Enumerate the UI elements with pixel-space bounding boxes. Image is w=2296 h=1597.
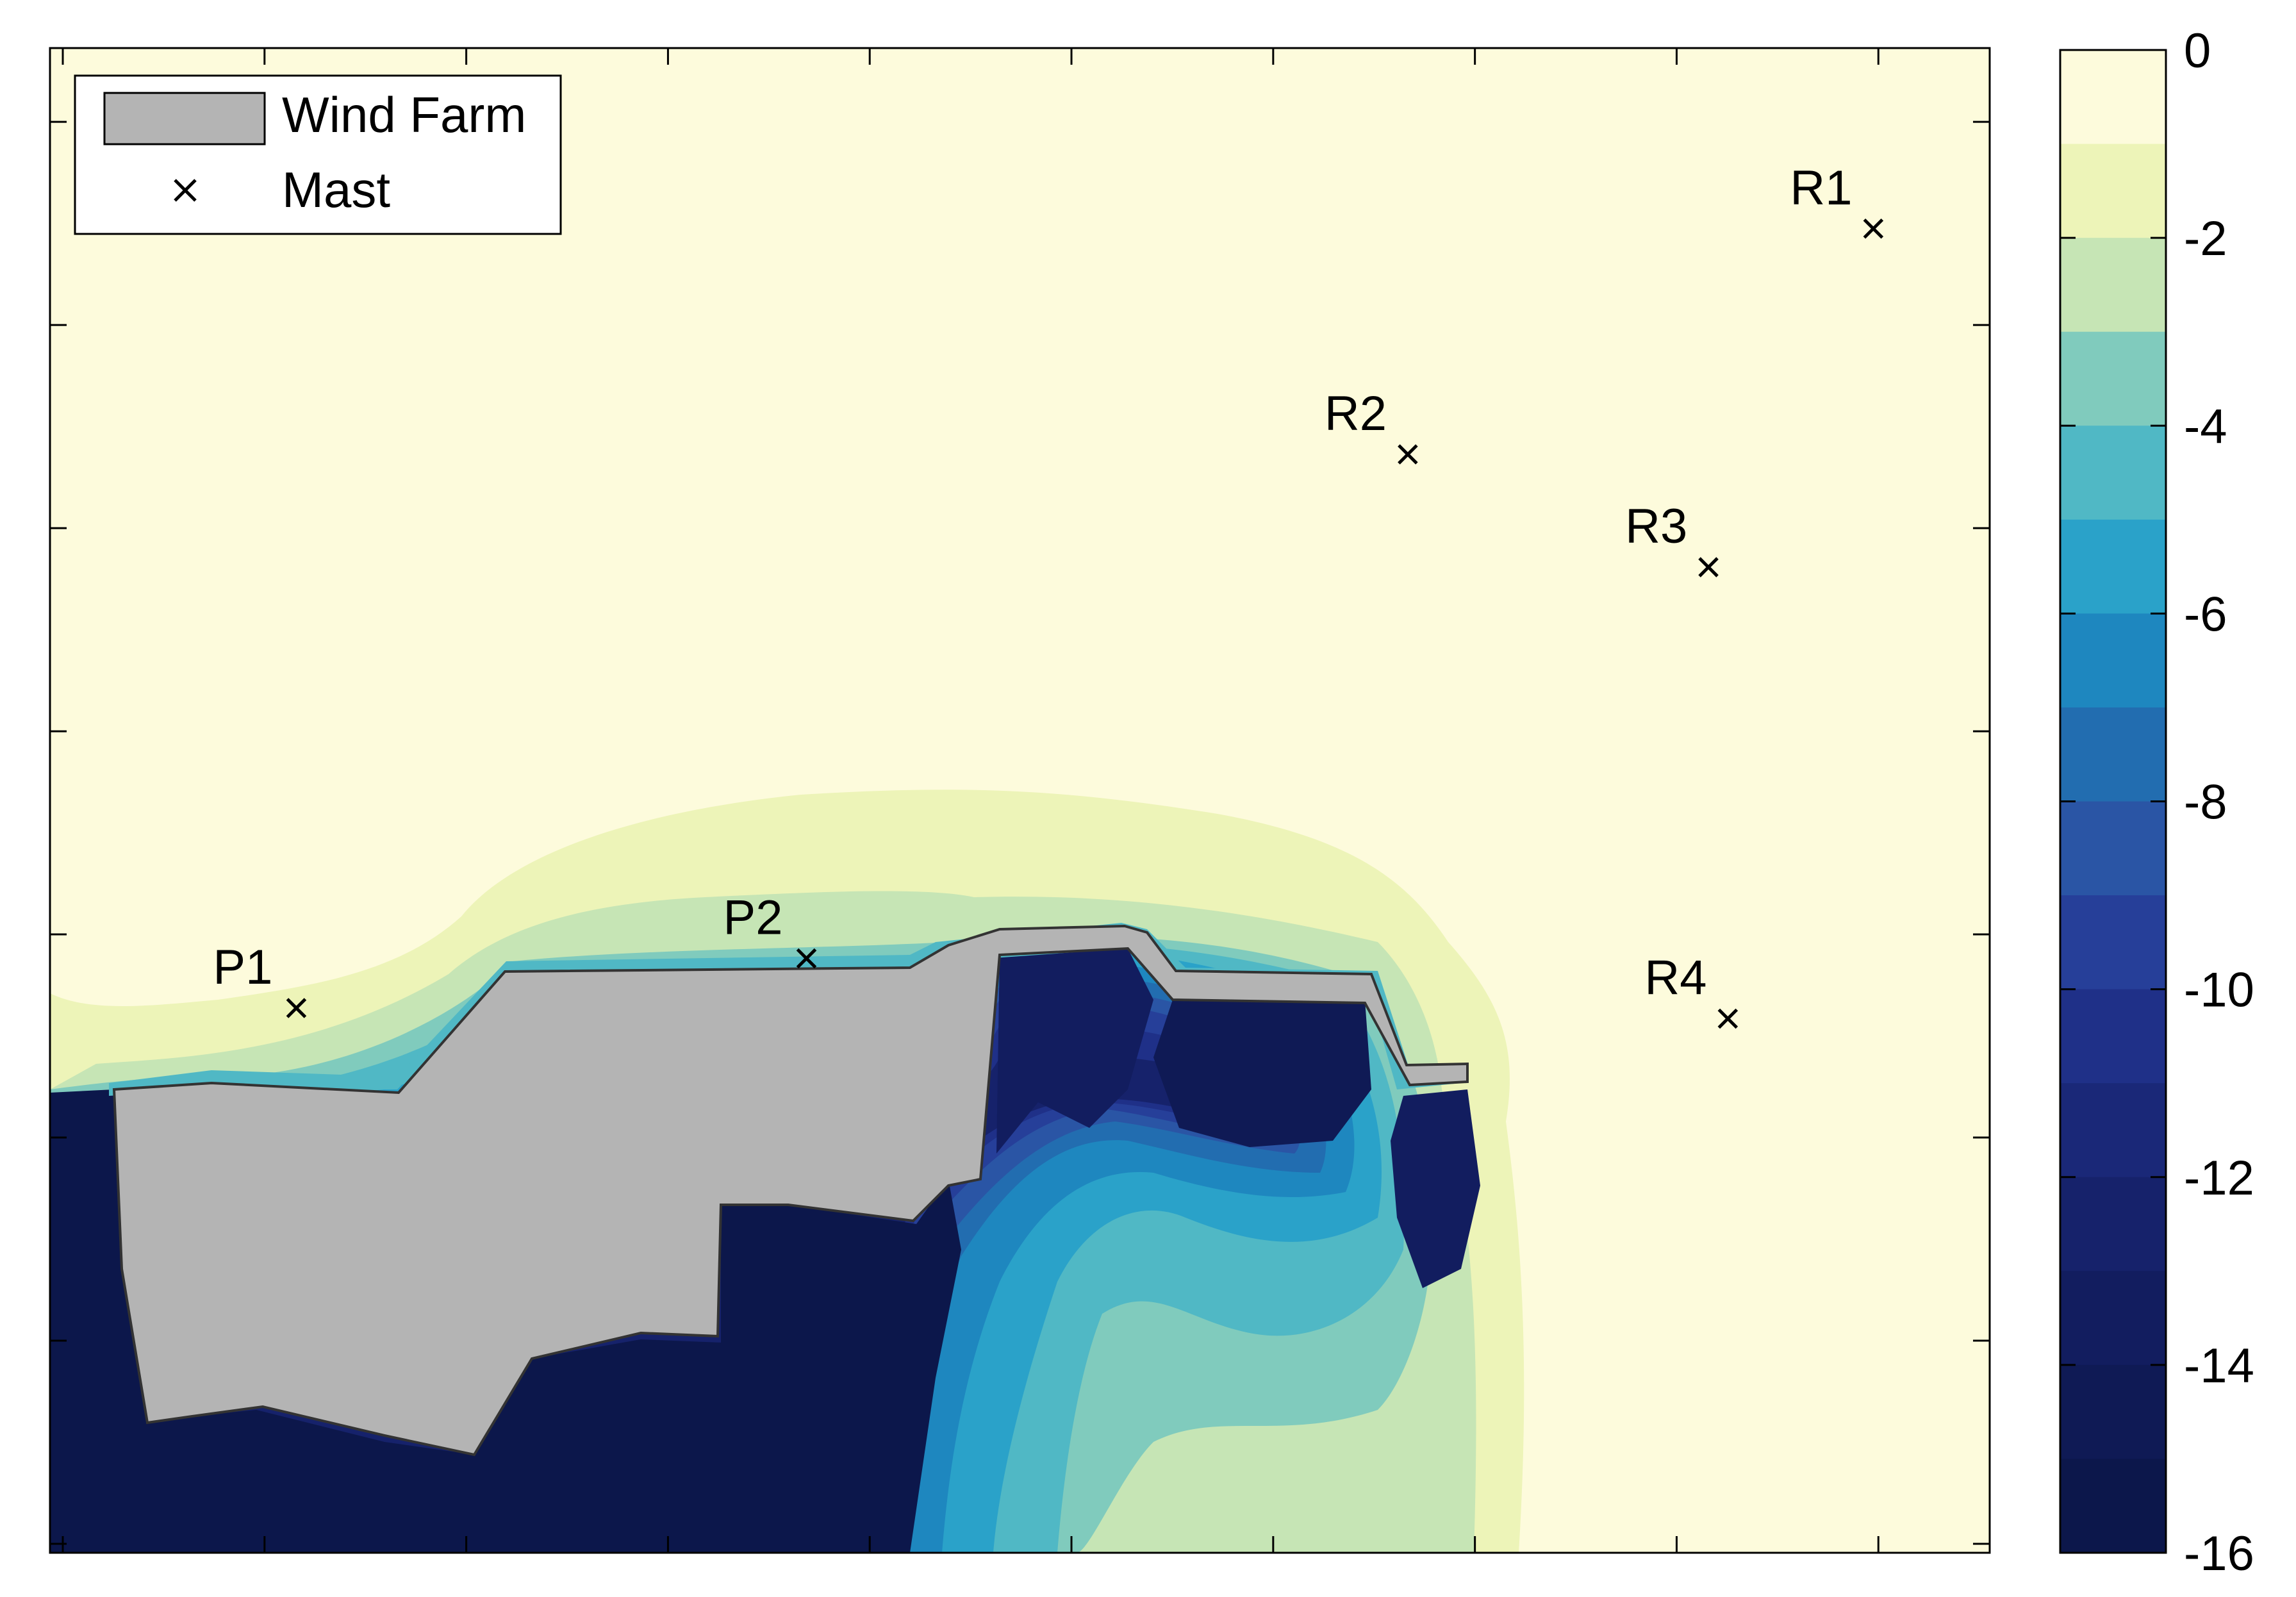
colorbar-tick-label-5: -10	[2184, 963, 2254, 1018]
mast-x-stroke	[1717, 1008, 1739, 1029]
mast-r4	[1717, 1008, 1739, 1029]
plot-frame	[49, 47, 1991, 1554]
colorbar-segment-6	[2060, 613, 2166, 708]
wake-core-block-3	[721, 1179, 961, 1553]
colorbar-tick-label-1: -2	[2184, 211, 2227, 266]
upstream-band	[109, 923, 1467, 1096]
legend-wind-farm-label: Wind Farm	[282, 87, 526, 143]
colorbar-tick-label-8: -16	[2184, 1527, 2254, 1581]
mast-markers: R1 R2 R3 R4 P2 P1	[213, 161, 1884, 1029]
mast-r1	[1863, 218, 1884, 239]
wake-core-block-1	[50, 1089, 487, 1553]
mast-label-p2: P2	[723, 891, 783, 945]
mast-label-r1: R1	[1790, 161, 1852, 215]
wake-core-block-4	[996, 948, 1153, 1154]
colorbar-segment-9	[2060, 895, 2166, 990]
wind-farm-polygon	[112, 924, 1469, 1457]
mast-x-stroke	[1698, 557, 1719, 577]
mast-p2	[796, 948, 817, 969]
colorbar-segment-15	[2060, 1459, 2166, 1553]
colorbar-segment-7	[2060, 707, 2166, 802]
wake-core-block-6	[1391, 1089, 1480, 1288]
colorbar-segment-14	[2060, 1364, 2166, 1459]
wake-core-block-2	[474, 1339, 724, 1553]
legend-wind-farm-swatch	[103, 92, 266, 145]
colorbar-segment-1	[2060, 144, 2166, 238]
mast-label-r2: R2	[1325, 386, 1387, 441]
colorbar-tick-label-3: -6	[2184, 587, 2227, 641]
mast-x-stroke	[1398, 444, 1418, 465]
mast-x-stroke	[286, 998, 307, 1018]
mast-r2	[1398, 444, 1418, 465]
mast-x-stroke	[796, 948, 817, 969]
mast-x-stroke	[1863, 218, 1884, 239]
colorbar-segment-3	[2060, 331, 2166, 426]
wake-core-block-5	[1153, 1000, 1371, 1147]
colorbar-segment-12	[2060, 1177, 2166, 1271]
colorbar-tick-label-7: -14	[2184, 1339, 2254, 1393]
mast-label-r4: R4	[1644, 950, 1706, 1005]
colorbar-tick-label-2: -4	[2184, 399, 2227, 454]
mast-p1	[286, 998, 307, 1018]
legend-mast-x-icon	[174, 179, 197, 202]
colorbar-tick-label-0: 0	[2184, 24, 2211, 78]
colorbar-segment-11	[2060, 1083, 2166, 1178]
axis-ticks	[50, 48, 1990, 1553]
colorbar-segment-13	[2060, 1271, 2166, 1366]
colorbar-tick-label-6: -12	[2184, 1151, 2254, 1205]
colorbar-segment-0	[2060, 50, 2166, 145]
legend: Wind Farm Mast	[74, 74, 562, 235]
mast-label-p1: P1	[213, 940, 272, 995]
legend-mast-label: Mast	[282, 161, 390, 218]
colorbar-segment-8	[2060, 801, 2166, 896]
mast-r3	[1698, 557, 1719, 577]
colorbar-segment-5	[2060, 519, 2166, 614]
colorbar-segment-4	[2060, 426, 2166, 520]
colorbar: 0 -2 -4 -6 -8 -10 -12 -14 -16	[2059, 24, 2254, 1581]
colorbar-segment-10	[2060, 989, 2166, 1084]
colorbar-segment-2	[2060, 238, 2166, 333]
colorbar-tick-label-4: -8	[2184, 775, 2227, 830]
mast-label-r3: R3	[1625, 499, 1687, 554]
